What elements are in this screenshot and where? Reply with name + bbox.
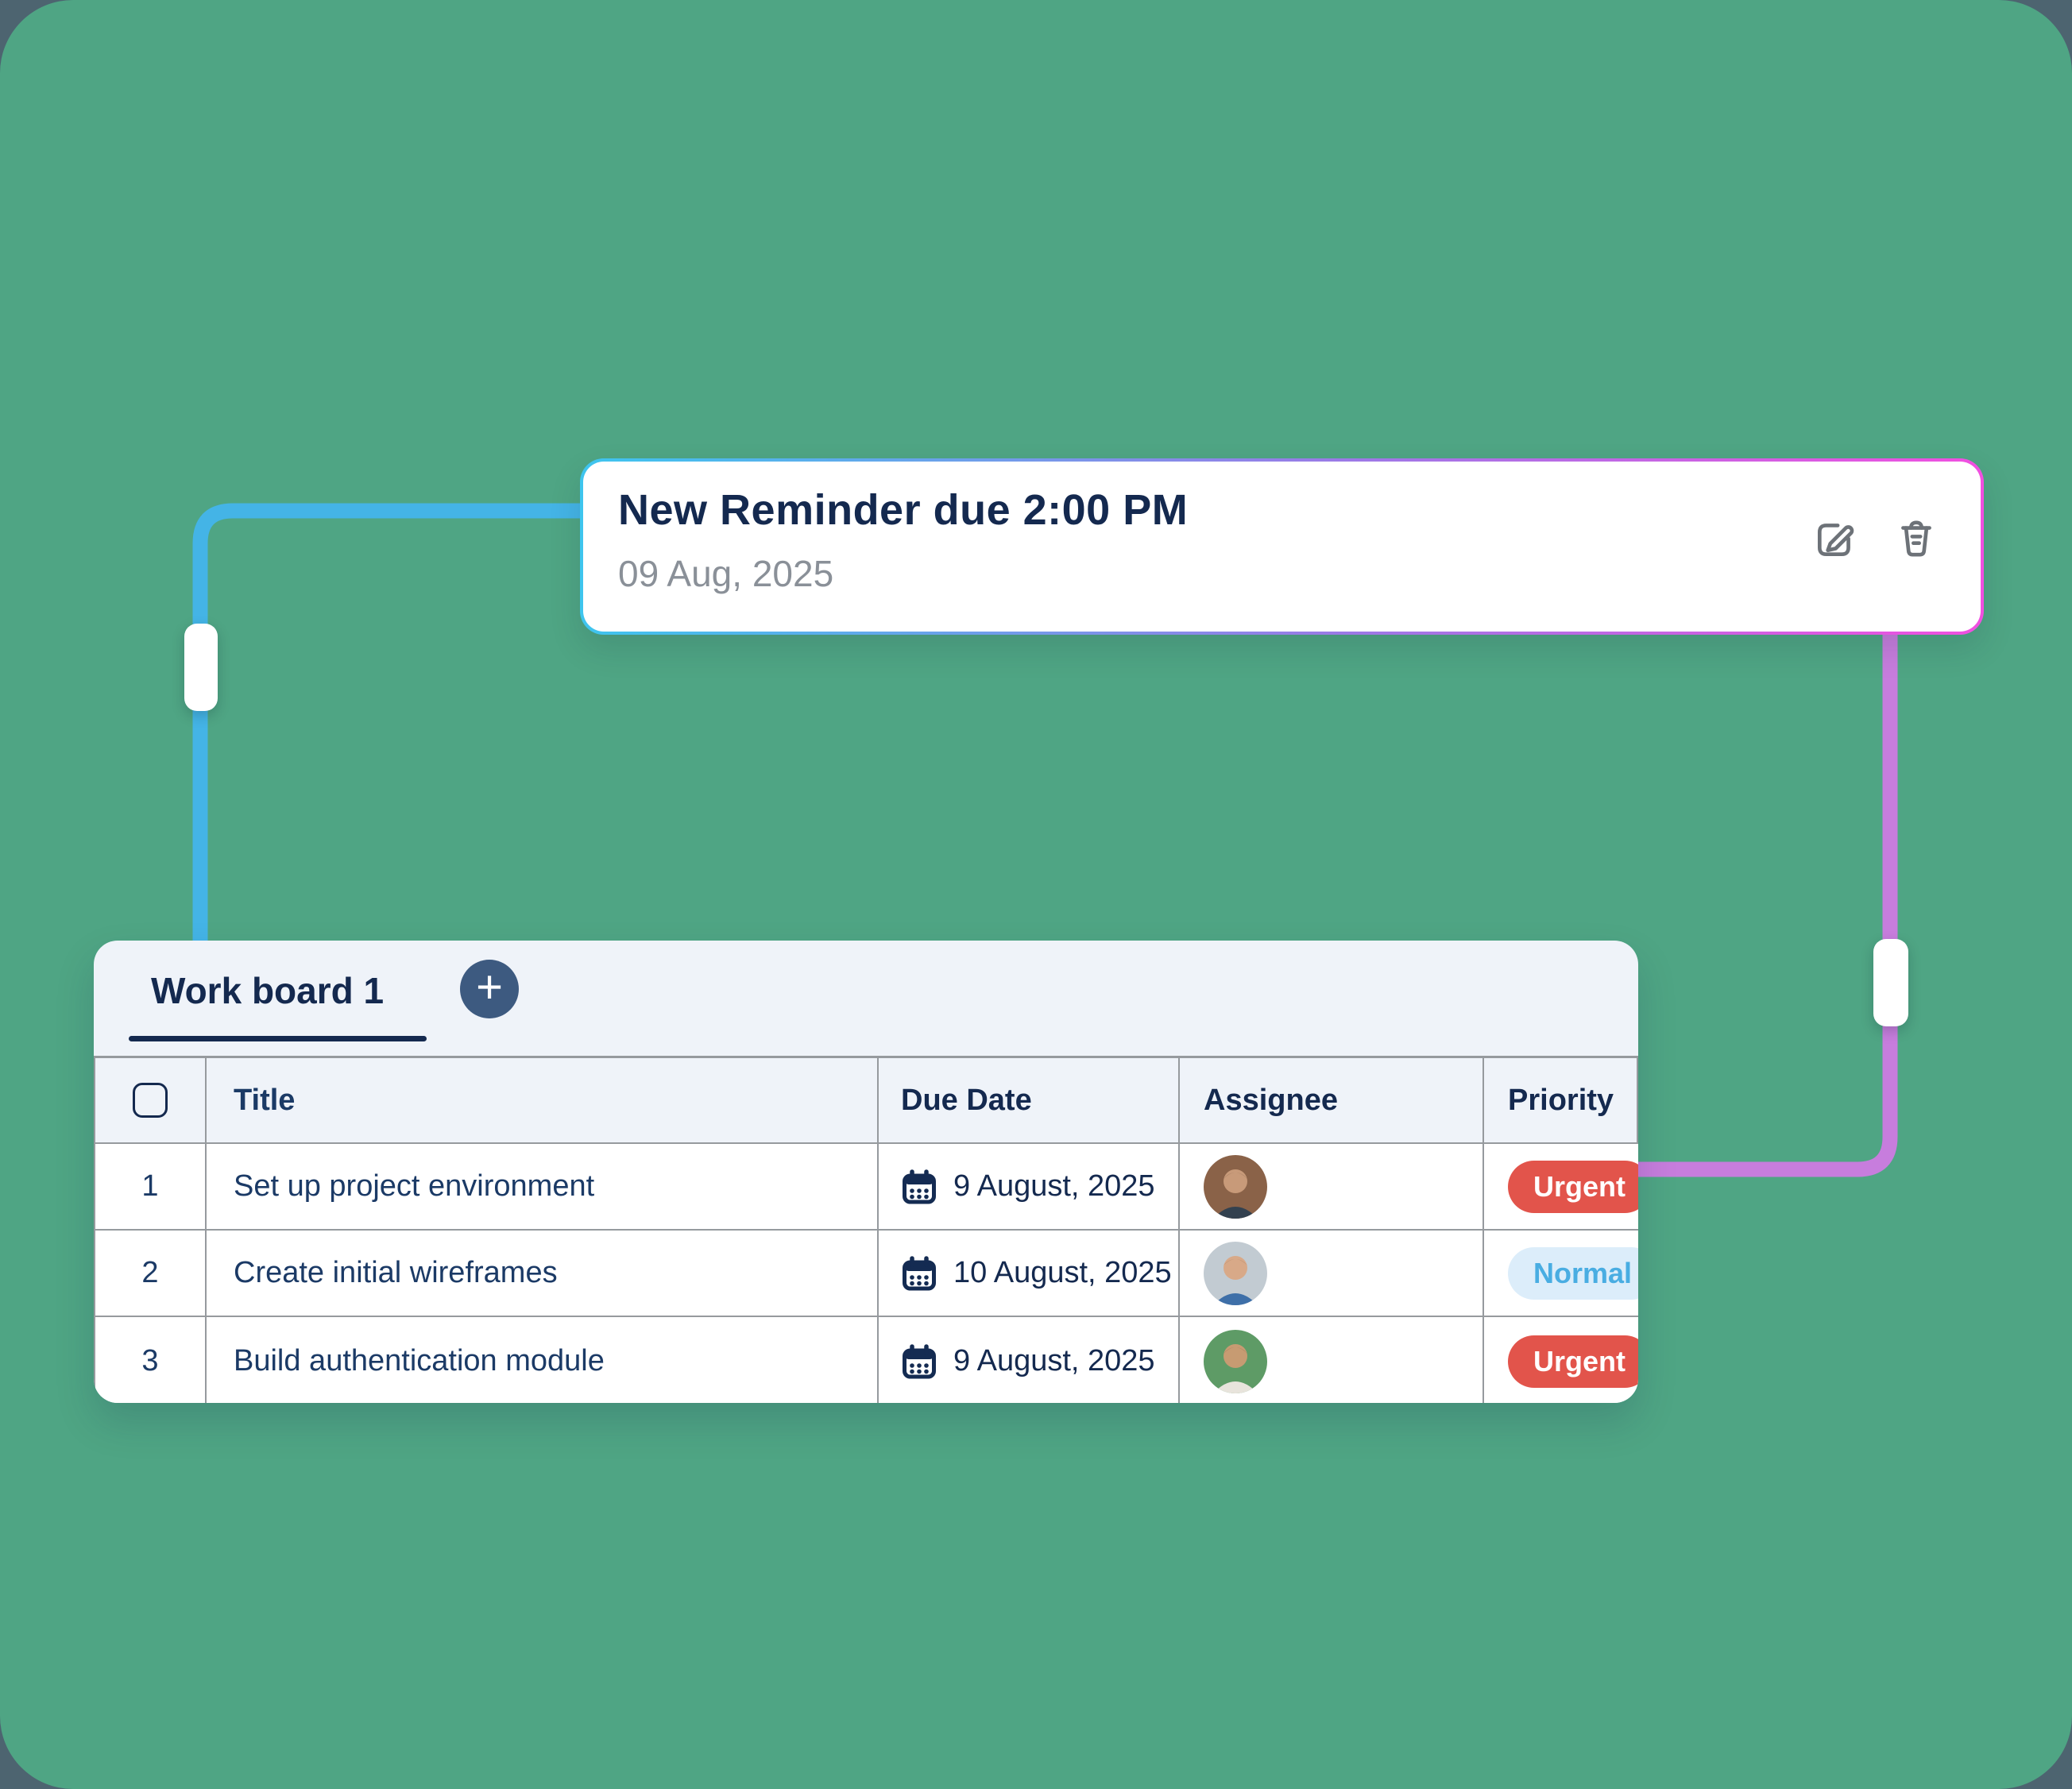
assignee-avatar — [1204, 1241, 1267, 1305]
blue-line-handle[interactable] — [184, 624, 218, 711]
assignee-avatar — [1204, 1154, 1267, 1219]
row-number: 2 — [95, 1231, 205, 1317]
active-tab-underline — [129, 1036, 427, 1041]
reminder-card: New Reminder due 2:00 PM 09 Aug, 2025 — [583, 462, 1981, 632]
priority-cell: Normal — [1482, 1231, 1638, 1317]
person-photo-icon — [1204, 1154, 1267, 1219]
reminder-date: 09 Aug, 2025 — [618, 553, 834, 594]
priority-badge: Normal — [1508, 1246, 1638, 1300]
priority-badge: Urgent — [1508, 1160, 1638, 1213]
person-photo-icon — [1204, 1329, 1267, 1393]
task-title: Build authentication module — [205, 1317, 877, 1403]
select-all-checkbox[interactable] — [133, 1083, 168, 1118]
task-title: Create initial wireframes — [205, 1231, 877, 1317]
reminder-title: New Reminder due 2:00 PM — [618, 486, 1189, 534]
delete-button[interactable] — [1893, 516, 1939, 562]
column-header-priority: Priority — [1482, 1058, 1638, 1144]
due-date-text: 9 August, 2025 — [953, 1169, 1155, 1203]
reminder-actions — [1812, 516, 1939, 562]
calendar-icon — [903, 1169, 936, 1204]
add-board-button[interactable]: + — [460, 960, 519, 1018]
assignee-cell — [1178, 1144, 1482, 1231]
assignee-avatar — [1204, 1329, 1267, 1393]
row-number: 3 — [95, 1317, 205, 1403]
person-photo-icon — [1204, 1241, 1267, 1305]
row-number: 1 — [95, 1144, 205, 1231]
column-header-due-date: Due Date — [877, 1058, 1178, 1144]
due-date-cell: 9 August, 2025 — [877, 1144, 1178, 1231]
trash-icon — [1901, 520, 1931, 557]
priority-cell: Urgent — [1482, 1144, 1638, 1231]
header-checkbox-cell — [95, 1058, 205, 1144]
assignee-cell — [1178, 1231, 1482, 1317]
calendar-icon — [903, 1343, 936, 1378]
due-date-text: 9 August, 2025 — [953, 1344, 1155, 1377]
due-date-text: 10 August, 2025 — [953, 1256, 1172, 1289]
edit-button[interactable] — [1812, 516, 1858, 562]
due-date-cell: 10 August, 2025 — [877, 1231, 1178, 1317]
priority-badge: Urgent — [1508, 1335, 1638, 1388]
due-date-cell: 9 August, 2025 — [877, 1317, 1178, 1403]
workboard-tab-bar: Work board 1 + — [94, 941, 1638, 1056]
column-header-assignee: Assignee — [1178, 1058, 1482, 1144]
plus-icon: + — [476, 961, 503, 1013]
assignee-cell — [1178, 1317, 1482, 1403]
task-title: Set up project environment — [205, 1144, 877, 1231]
tab-work-board-1[interactable]: Work board 1 — [151, 970, 385, 1011]
task-table: Title Due Date Assignee Priority 1 Set u… — [94, 1056, 1638, 1403]
workboard-card: Work board 1 + Title Due Date Assignee P… — [94, 941, 1638, 1403]
reminder-card-border: New Reminder due 2:00 PM 09 Aug, 2025 — [580, 458, 1984, 635]
calendar-icon — [903, 1255, 936, 1290]
priority-cell: Urgent — [1482, 1317, 1638, 1403]
pink-line-handle[interactable] — [1873, 939, 1908, 1026]
column-header-title: Title — [205, 1058, 877, 1144]
edit-icon — [1817, 524, 1854, 557]
